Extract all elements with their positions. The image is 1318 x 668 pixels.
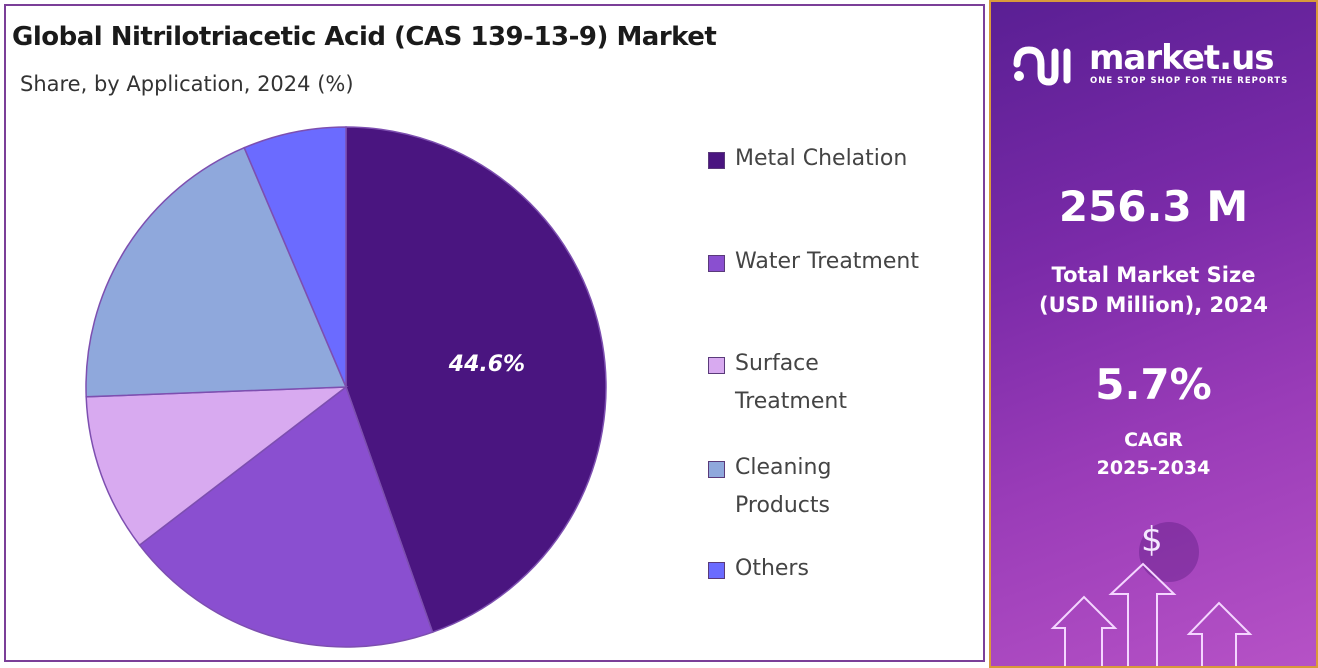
chart-panel	[4, 4, 985, 662]
market-size-label: Total Market Size	[1051, 263, 1256, 287]
pie-slice-water-treatment	[138, 385, 434, 648]
legend-label-line: Cleaning	[735, 455, 832, 480]
cagr-value: 5.7%	[1095, 360, 1212, 409]
market-size-value: 256.3 M	[1058, 182, 1249, 231]
pie-slice-surface-treatment	[85, 386, 349, 547]
pie-slice-cleaning-products	[85, 146, 348, 398]
data-label: 44.6%	[448, 352, 525, 377]
legend-label: Cleaning Products	[735, 449, 831, 525]
legend-label-line: Water Treatment	[735, 249, 919, 274]
coin-decoration	[1139, 522, 1199, 582]
legend-label-line: Metal Chelation	[735, 146, 908, 171]
brand-name: market.us	[1089, 38, 1275, 78]
legend-swatch	[708, 562, 725, 579]
legend-label-line: Surface	[735, 351, 819, 376]
legend-label-line: Others	[735, 556, 809, 581]
legend-label: Water Treatment	[735, 243, 919, 281]
legend-label-line: Treatment	[735, 389, 847, 414]
chart-subtitle: Share, by Application, 2024 (%)	[20, 72, 354, 96]
legend-label: Surface Treatment	[735, 345, 847, 421]
pie-slice-metal-chelation	[345, 126, 607, 634]
cagr-label: CAGR	[1124, 429, 1183, 451]
market-us-logo-icon	[1013, 46, 1071, 86]
legend-label: Metal Chelation	[735, 140, 907, 178]
legend-label-line: Products	[735, 493, 830, 518]
dollar-icon: $	[1141, 520, 1163, 560]
chart-title: Global Nitrilotriacetic Acid (CAS 139-13…	[12, 22, 717, 52]
pie-chart: 44.6%	[85, 126, 607, 648]
legend-swatch	[708, 357, 725, 374]
legend-swatch	[708, 152, 725, 169]
growth-arrows-icon	[1050, 562, 1253, 666]
cagr-period: 2025-2034	[1096, 457, 1211, 479]
summary-panel: market.us ONE STOP SHOP FOR THE REPORTS …	[989, 0, 1318, 668]
market-size-label-2: (USD Million), 2024	[1039, 293, 1268, 317]
brand-tagline: ONE STOP SHOP FOR THE REPORTS	[1090, 76, 1289, 86]
pie-slice-others	[243, 126, 347, 388]
legend-label: Others	[735, 550, 809, 588]
legend-swatch	[708, 255, 725, 272]
legend-swatch	[708, 461, 725, 478]
